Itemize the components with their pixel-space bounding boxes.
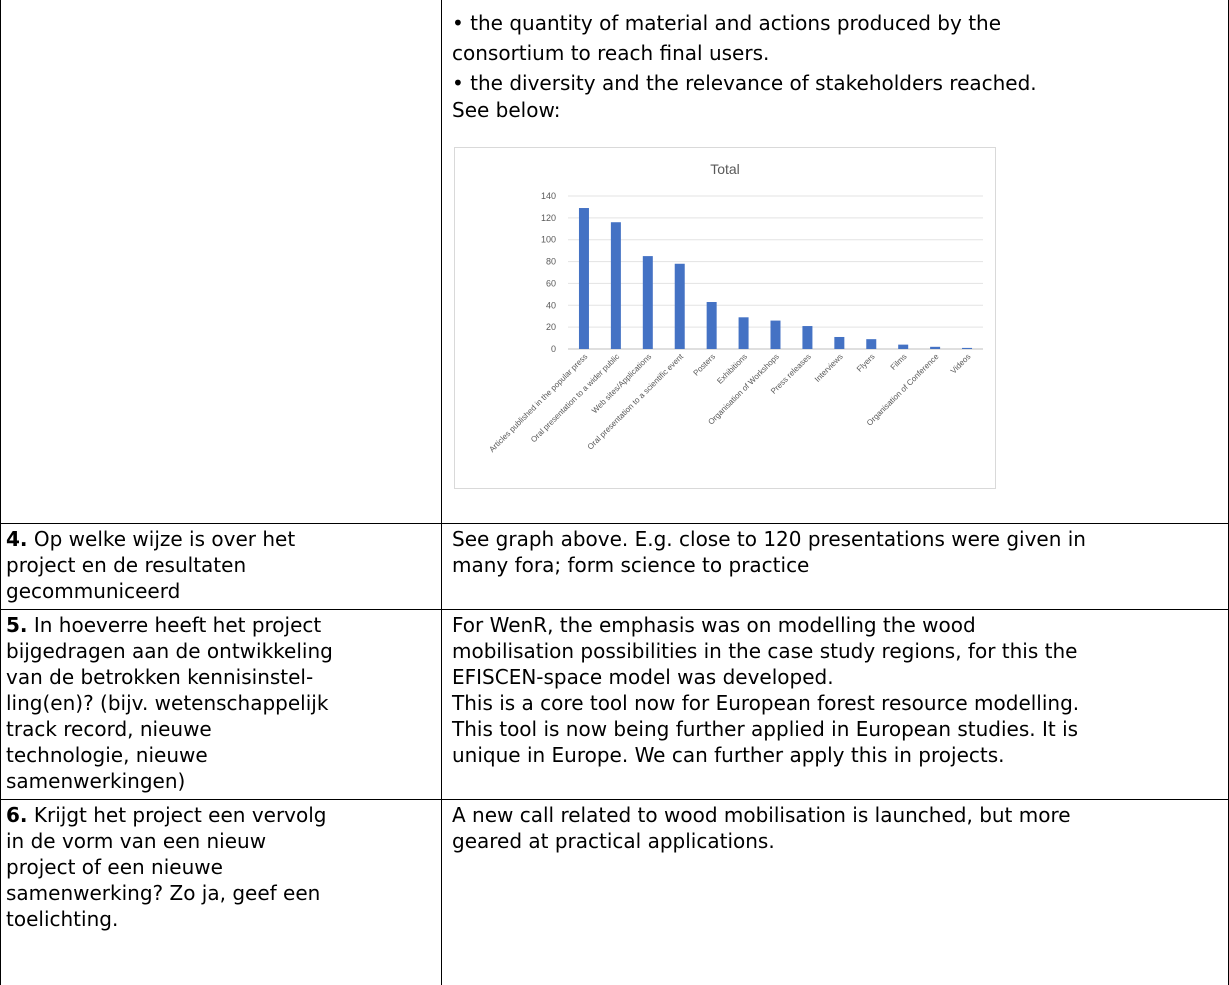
answer-6-cell: A new call related to wood mobilisation … <box>452 802 1071 854</box>
y-tick-label: 0 <box>551 344 556 354</box>
text-line: consortium to reach final users. <box>452 41 770 65</box>
y-tick-label: 120 <box>541 213 556 223</box>
question-text: Op welke wijze is over het <box>27 527 296 551</box>
answer-line: This is a core tool now for European for… <box>452 691 1080 715</box>
bar <box>834 336 845 349</box>
question-line: 4. Op welke wijze is over het <box>6 526 295 552</box>
question-number: 6. <box>6 803 28 827</box>
question-line: technologie, nieuwe <box>6 743 208 767</box>
question-line: van de betrokken kennisinstel- <box>6 665 314 689</box>
bar <box>738 317 749 349</box>
y-tick-label: 80 <box>546 257 556 267</box>
y-tick-label: 20 <box>546 322 556 332</box>
answer-line: This tool is now being further applied i… <box>452 717 1079 741</box>
row-divider-2 <box>0 609 1229 610</box>
top-right-cell: • the quantity of material and actions p… <box>452 8 1037 122</box>
y-tick-label: 100 <box>541 235 556 245</box>
bar <box>930 346 941 349</box>
question-line: in de vorm van een nieuw <box>6 829 267 853</box>
answer-line: many fora; form science to practice <box>452 553 810 577</box>
x-category-label: Videos <box>949 352 973 376</box>
answer-line: See graph above. E.g. close to 120 prese… <box>452 527 1086 551</box>
answer-line: geared at practical applications. <box>452 829 775 853</box>
x-category-label: Web sites/Applications <box>590 352 653 415</box>
question-line: 6. Krijgt het project een vervolg <box>6 802 327 828</box>
question-4-cell: 4. Op welke wijze is over het project en… <box>6 526 295 604</box>
x-category-label: Interviews <box>813 352 845 384</box>
x-category-label: Films <box>889 352 909 372</box>
answer-4-cell: See graph above. E.g. close to 120 prese… <box>452 526 1086 578</box>
row-divider-3 <box>0 799 1229 800</box>
x-category-label: Exhibitions <box>715 352 749 386</box>
y-tick-label: 40 <box>546 300 556 310</box>
answer-line: EFISCEN-space model was developed. <box>452 665 834 689</box>
question-text: Krijgt het project een vervolg <box>27 803 327 827</box>
y-tick-label: 140 <box>541 191 556 201</box>
answer-line: A new call related to wood mobilisation … <box>452 803 1071 827</box>
x-category-label: Posters <box>692 352 718 378</box>
table-column-divider <box>441 0 442 985</box>
question-number: 4. <box>6 527 28 551</box>
question-line: toelichting. <box>6 907 119 931</box>
question-line: gecommuniceerd <box>6 579 181 603</box>
bar <box>866 339 877 349</box>
bar-chart: Total 0 20 40 60 80 100 120 140 Articles publish… <box>454 147 996 489</box>
question-line: project of een nieuwe <box>6 855 223 879</box>
bar <box>706 302 717 349</box>
question-line: samenwerking? Zo ja, geef een <box>6 881 321 905</box>
question-number: 5. <box>6 613 28 637</box>
question-6-cell: 6. Krijgt het project een vervolg in de … <box>6 802 327 932</box>
bar <box>674 263 685 349</box>
answer-5-cell: For WenR, the emphasis was on modelling … <box>452 612 1079 768</box>
bar <box>898 344 909 349</box>
row-divider-1 <box>0 523 1229 524</box>
answer-line: unique in Europe. We can further apply t… <box>452 743 1005 767</box>
bar <box>770 320 781 349</box>
text-line: See below: <box>452 98 561 122</box>
answer-line: For WenR, the emphasis was on modelling … <box>452 613 976 637</box>
question-5-cell: 5. In hoeverre heeft het project bijgedr… <box>6 612 333 794</box>
bar <box>962 347 973 349</box>
question-line: track record, nieuwe <box>6 717 212 741</box>
bar <box>642 256 653 349</box>
question-line: 5. In hoeverre heeft het project <box>6 612 333 638</box>
text-line: • the quantity of material and actions p… <box>452 11 1002 35</box>
bar <box>610 222 621 349</box>
question-line: project en de resultaten <box>6 553 247 577</box>
question-line: samenwerkingen) <box>6 769 186 793</box>
table-border-left <box>0 0 1 985</box>
y-tick-label: 60 <box>546 278 556 288</box>
answer-line: mobilisation possibilities in the case s… <box>452 639 1078 663</box>
bar <box>802 326 813 349</box>
question-text: In hoeverre heeft het project <box>27 613 322 637</box>
question-line: ling(en)? (bijv. wetenschappelijk <box>6 691 329 715</box>
question-line: bijgedragen aan de ontwikkeling <box>6 639 333 663</box>
x-category-label: Flyers <box>855 352 877 374</box>
bar <box>578 208 589 349</box>
chart-title: Total <box>710 161 740 177</box>
text-line: • the diversity and the relevance of sta… <box>452 71 1037 95</box>
